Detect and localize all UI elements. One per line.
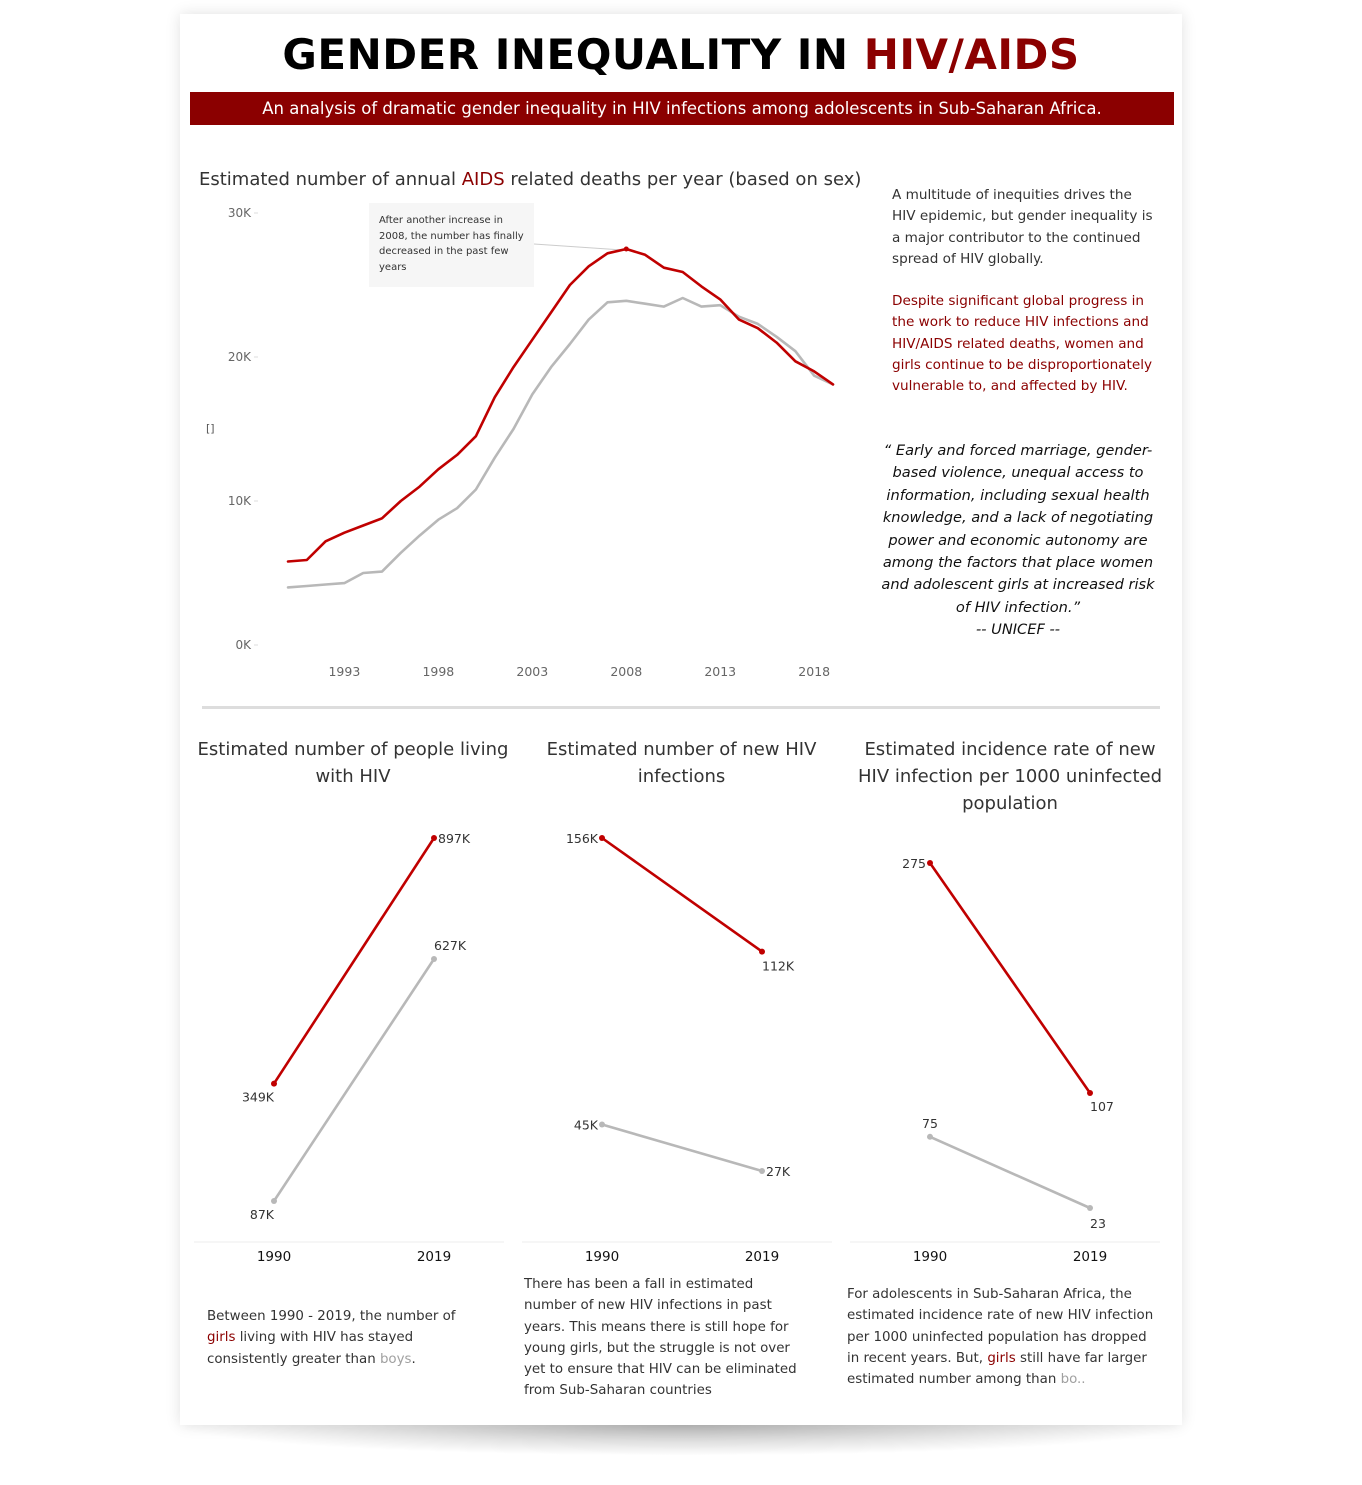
quote-source: -- UNICEF --	[975, 621, 1061, 639]
living-chart-title: Estimated number of people living with H…	[197, 739, 509, 787]
male-deaths-line	[286, 296, 835, 589]
title-accent: HIV/AIDS	[863, 30, 1080, 79]
unicef-quote: “ Early and forced marriage, gender-base…	[880, 440, 1156, 642]
living-note-post: .	[411, 1351, 416, 1367]
female-deaths-line	[286, 247, 835, 563]
data-label: 275	[902, 856, 926, 871]
incidence-note: For adolescents in Sub-Saharan Africa, t…	[847, 1284, 1157, 1390]
data-point	[431, 835, 437, 841]
data-label: 107	[1090, 1099, 1114, 1114]
peak-point	[623, 246, 629, 252]
data-label: 23	[1090, 1216, 1106, 1231]
x-tick-label: 2013	[704, 664, 736, 679]
side-paragraph-1: A multitude of inequities drives the HIV…	[892, 187, 1153, 267]
y-tick-label: 20K	[228, 350, 252, 364]
y-tick-label: 30K	[228, 206, 252, 220]
data-point	[599, 1121, 605, 1128]
living-note: Between 1990 - 2019, the number of girls…	[207, 1306, 487, 1370]
annotation-leader	[533, 243, 623, 251]
data-point	[927, 860, 933, 866]
data-label: 112K	[762, 959, 795, 974]
title-main: GENDER INEQUALITY IN	[282, 30, 864, 79]
x-category-label: 1990	[585, 1249, 619, 1265]
quote-text: “ Early and forced marriage, gender-base…	[881, 442, 1155, 616]
page-title: GENDER INEQUALITY IN HIV/AIDS	[180, 30, 1182, 79]
data-point	[599, 835, 605, 841]
y-tick-label: 0K	[235, 638, 252, 652]
subtitle-banner: An analysis of dramatic gender inequalit…	[190, 92, 1174, 125]
data-label: 27K	[766, 1164, 791, 1179]
new-infections-chart: 1990 2019 45K 27K 156K 112K	[522, 831, 832, 1265]
data-point	[1087, 1090, 1093, 1096]
section-divider	[202, 706, 1160, 709]
x-tick-label: 2018	[798, 664, 830, 679]
data-point	[271, 1080, 277, 1087]
x-category-label: 2019	[745, 1249, 779, 1265]
x-category-label: 1990	[913, 1249, 947, 1265]
incidence-chart-title: Estimated incidence rate of new HIV infe…	[857, 739, 1163, 814]
living-note-pre: Between 1990 - 2019, the number of	[207, 1309, 456, 1324]
incidence-note-mid: still have far larger estimated number a…	[847, 1350, 1147, 1388]
living-note-mid: living with HIV has stayed consistently …	[207, 1330, 414, 1367]
main-chart-title: Estimated number of annual AIDS related …	[199, 169, 861, 190]
data-label: 627K	[434, 938, 467, 953]
x-tick-label: 2003	[516, 664, 548, 679]
data-label: 897K	[438, 831, 471, 846]
x-tick-label: 2008	[610, 664, 642, 679]
x-tick-label: 1993	[328, 664, 360, 679]
x-category-label: 1990	[257, 1249, 291, 1265]
male-slope-line	[272, 957, 436, 1203]
data-point	[759, 1168, 765, 1174]
data-label: 349K	[242, 1090, 275, 1105]
x-category-label: 2019	[417, 1249, 451, 1265]
incidence-chart: 1990 2019 75 23 275 107	[850, 856, 1160, 1265]
male-slope-line	[600, 1123, 764, 1173]
data-label: 45K	[574, 1118, 599, 1133]
main-chart: 0K 10K 20K 30K [] 1993 1998 2003 2008 2013 2018	[206, 206, 835, 679]
new-infections-chart-title: Estimated number of new HIV infections	[546, 739, 817, 787]
main-chart-title-post: related deaths per year (based on sex)	[504, 169, 862, 190]
living-chart: 1990 2019 87K 627K 349K 897K	[194, 831, 504, 1265]
living-note-boys: boys	[379, 1351, 412, 1367]
y-tick-label: 10K	[228, 494, 252, 508]
data-point	[759, 948, 765, 955]
data-point	[271, 1198, 277, 1204]
data-point	[927, 1133, 933, 1140]
data-label: 75	[922, 1116, 938, 1131]
side-paragraph-2: Despite significant global progress in t…	[892, 293, 1153, 395]
new-infections-note: There has been a fall in estimated numbe…	[524, 1277, 797, 1399]
chart-annotation: After another increase in 2008, the numb…	[369, 203, 534, 287]
incidence-note-girls: girls	[987, 1350, 1016, 1366]
main-chart-title-accent: AIDS	[461, 169, 505, 190]
female-slope-line	[272, 836, 436, 1085]
x-tick-label: 1998	[422, 664, 454, 679]
data-label: 87K	[250, 1207, 275, 1222]
data-label: 156K	[566, 831, 599, 846]
y-axis-label: []	[206, 422, 215, 435]
data-point	[1087, 1205, 1093, 1211]
female-slope-line	[928, 861, 1092, 1095]
male-slope-line	[928, 1135, 1092, 1210]
living-note-girls: girls	[207, 1330, 236, 1346]
incidence-note-boys: bo..	[1060, 1372, 1086, 1388]
x-category-label: 2019	[1073, 1249, 1107, 1265]
dashboard-page: GENDER INEQUALITY IN HIV/AIDS An analysi…	[180, 14, 1182, 1425]
incidence-note-pre: For adolescents in Sub-Saharan Africa, t…	[847, 1287, 1154, 1366]
data-point	[431, 956, 437, 962]
main-chart-title-pre: Estimated number of annual	[199, 169, 462, 190]
female-slope-line	[600, 836, 764, 953]
